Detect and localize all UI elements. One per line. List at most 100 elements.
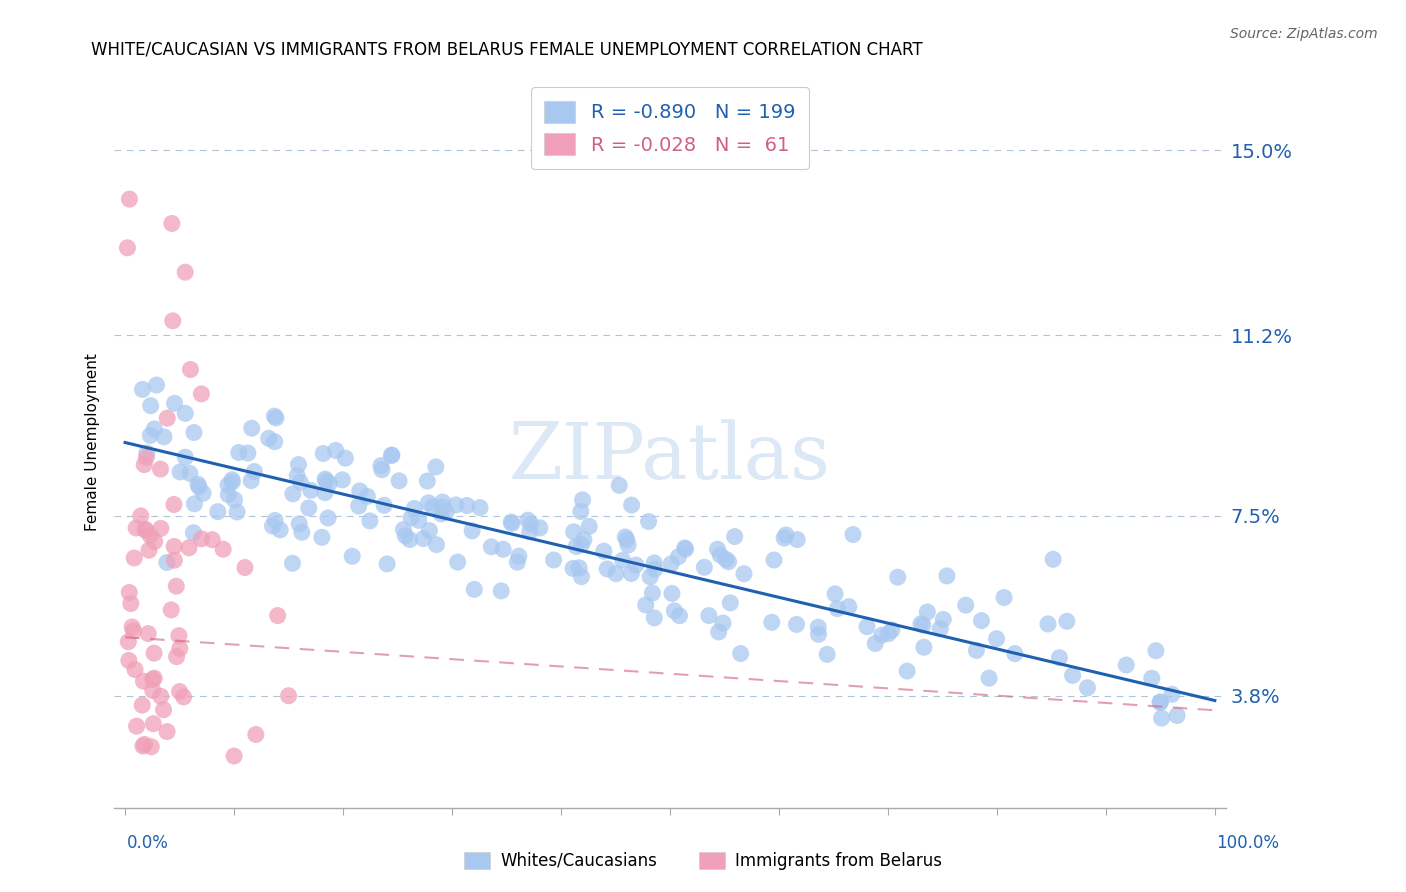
Point: [349, 483, 371, 498]
Point: [863, 636, 886, 650]
Point: [634, 598, 657, 612]
Point: [131, 698, 153, 713]
Point: [641, 586, 664, 600]
Point: [986, 632, 1008, 646]
Point: [807, 627, 830, 641]
Point: [786, 617, 808, 632]
Point: [638, 570, 661, 584]
Point: [886, 570, 908, 584]
Point: [571, 538, 593, 552]
Point: [571, 569, 593, 583]
Point: [1047, 650, 1070, 665]
Point: [124, 663, 146, 677]
Text: ZIPatlas: ZIPatlas: [509, 419, 831, 495]
Point: [709, 548, 731, 562]
Point: [929, 622, 952, 636]
Point: [281, 556, 304, 570]
Point: [965, 643, 987, 657]
Point: [675, 542, 697, 557]
Point: [620, 498, 643, 512]
Point: [314, 472, 336, 486]
Point: [217, 488, 239, 502]
Point: [264, 411, 287, 425]
Point: [136, 626, 159, 640]
Point: [917, 605, 939, 619]
Point: [177, 541, 200, 555]
Point: [173, 690, 195, 704]
Point: [501, 516, 523, 531]
Text: Source: ZipAtlas.com: Source: ZipAtlas.com: [1230, 27, 1378, 41]
Point: [134, 458, 156, 472]
Point: [955, 598, 977, 612]
Point: [571, 492, 593, 507]
Point: [624, 558, 647, 572]
Point: [149, 690, 172, 704]
Point: [707, 624, 730, 639]
Point: [228, 445, 250, 459]
Point: [380, 448, 402, 462]
Point: [312, 446, 335, 460]
Point: [315, 474, 337, 488]
Point: [614, 530, 637, 544]
Point: [266, 608, 288, 623]
Point: [221, 473, 243, 487]
Point: [1149, 696, 1171, 710]
Point: [838, 599, 860, 614]
Point: [1062, 668, 1084, 682]
Point: [187, 477, 209, 491]
Y-axis label: Female Unemployment: Female Unemployment: [86, 353, 100, 532]
Point: [911, 618, 934, 632]
Point: [201, 533, 224, 547]
Point: [156, 724, 179, 739]
Point: [174, 450, 197, 465]
Point: [169, 684, 191, 698]
Point: [224, 492, 246, 507]
Point: [1140, 671, 1163, 685]
Point: [1042, 552, 1064, 566]
Point: [183, 525, 205, 540]
Point: [149, 462, 172, 476]
Point: [456, 499, 478, 513]
Point: [117, 241, 139, 255]
Point: [399, 510, 422, 524]
Point: [724, 530, 747, 544]
Point: [506, 555, 529, 569]
Point: [404, 501, 426, 516]
Point: [169, 641, 191, 656]
Point: [463, 582, 485, 597]
Point: [142, 716, 165, 731]
Point: [461, 524, 484, 538]
Point: [288, 516, 311, 531]
Point: [432, 495, 454, 509]
Point: [815, 648, 838, 662]
Point: [596, 562, 619, 576]
Point: [142, 683, 165, 698]
Point: [706, 542, 728, 557]
Point: [569, 504, 592, 518]
Point: [697, 608, 720, 623]
Point: [422, 500, 444, 514]
Point: [179, 362, 201, 376]
Point: [226, 505, 249, 519]
Point: [143, 534, 166, 549]
Point: [190, 387, 212, 401]
Point: [1149, 695, 1171, 709]
Point: [408, 513, 430, 527]
Point: [661, 586, 683, 600]
Point: [165, 579, 187, 593]
Point: [263, 434, 285, 449]
Point: [394, 529, 416, 543]
Point: [221, 475, 243, 489]
Point: [935, 569, 957, 583]
Point: [733, 566, 755, 581]
Point: [1056, 615, 1078, 629]
Point: [356, 489, 378, 503]
Text: 100.0%: 100.0%: [1216, 834, 1279, 852]
Point: [269, 523, 291, 537]
Point: [141, 739, 163, 754]
Point: [139, 428, 162, 442]
Point: [152, 703, 174, 717]
Point: [468, 500, 491, 515]
Point: [932, 612, 955, 626]
Point: [572, 533, 595, 547]
